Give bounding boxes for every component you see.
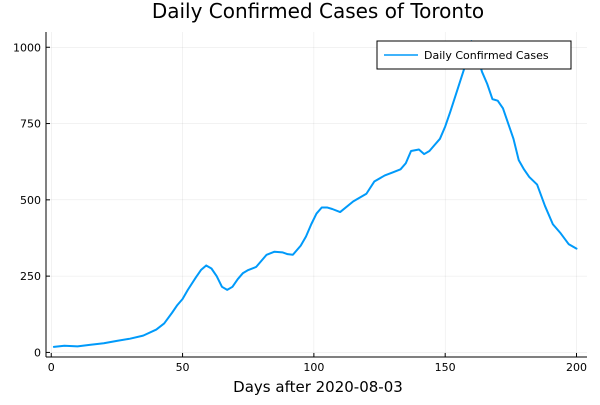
chart-title: Daily Confirmed Cases of Toronto xyxy=(152,0,484,23)
y-tick-label: 750 xyxy=(20,118,41,131)
legend: Daily Confirmed Cases xyxy=(376,40,572,70)
x-tick-label: 150 xyxy=(435,361,456,374)
grid xyxy=(46,32,587,357)
y-tick-label: 1000 xyxy=(13,41,41,54)
x-tick-label: 0 xyxy=(48,361,55,374)
legend-label: Daily Confirmed Cases xyxy=(424,49,549,62)
axes: 0 50 100 150 200 0 250 500 750 1000 xyxy=(13,32,587,374)
x-tick-label: 100 xyxy=(303,361,324,374)
x-axis-label: Days after 2020-08-03 xyxy=(233,378,403,396)
x-tick-label: 200 xyxy=(566,361,587,374)
y-tick-label: 500 xyxy=(20,194,41,207)
y-tick-label: 250 xyxy=(20,270,41,283)
series-layer xyxy=(52,40,578,348)
x-tick-label: 50 xyxy=(176,361,190,374)
y-tick-label: 0 xyxy=(34,346,41,359)
series-line xyxy=(52,40,578,348)
